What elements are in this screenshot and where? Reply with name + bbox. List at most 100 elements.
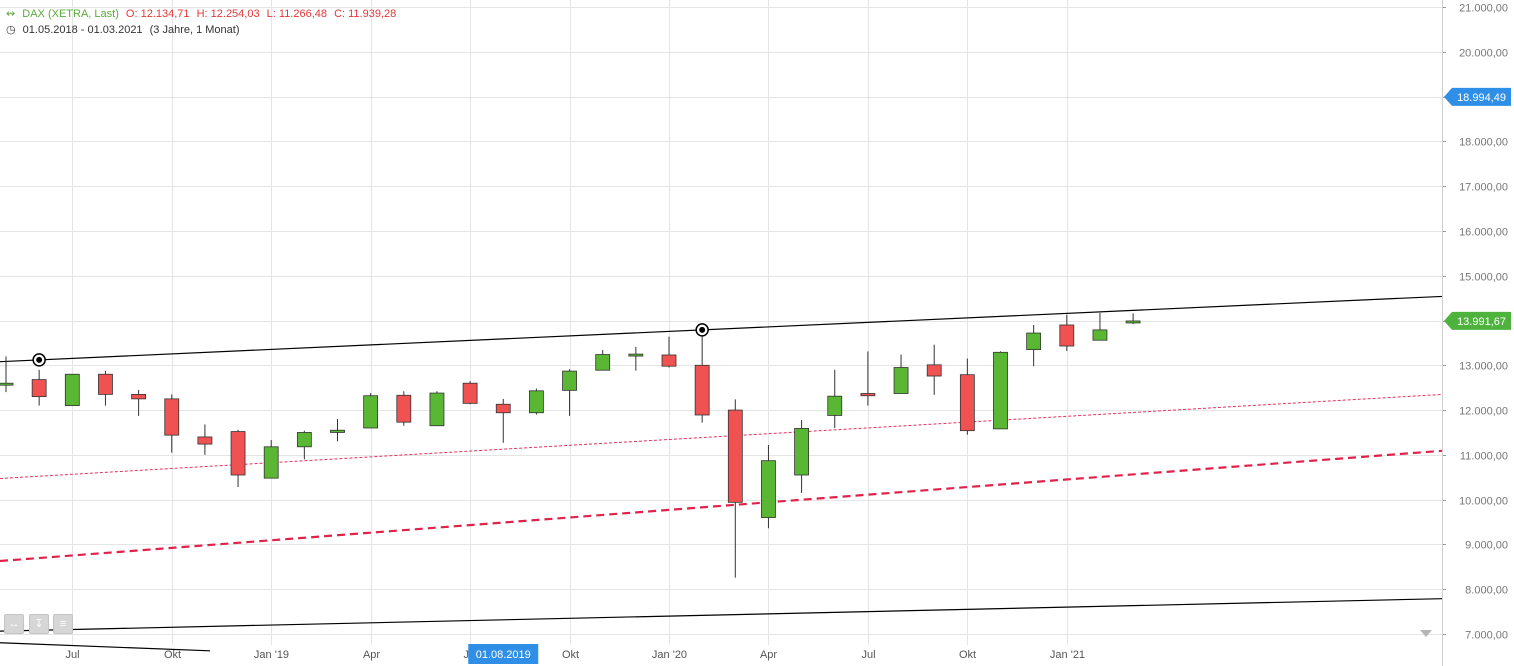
candle[interactable] xyxy=(1059,314,1075,351)
price-marker: 18.994,49 xyxy=(1444,87,1511,106)
price-marker-box xyxy=(1444,311,1511,330)
x-tick-label: Apr xyxy=(760,649,777,661)
price-marker-label: 18.994,49 xyxy=(1457,92,1506,104)
candle[interactable] xyxy=(827,369,843,428)
candle-body xyxy=(761,460,776,518)
candle[interactable] xyxy=(330,419,345,442)
candle[interactable] xyxy=(296,430,312,460)
candle[interactable] xyxy=(1125,313,1141,325)
y-tick-label: 13.000,00 xyxy=(1459,361,1508,373)
candle-body xyxy=(926,364,942,377)
filter-triangle-icon[interactable] xyxy=(1420,630,1432,637)
candle[interactable] xyxy=(794,419,809,493)
candle-body xyxy=(727,409,743,503)
duration-label: (3 Jahre, 1 Monat) xyxy=(149,24,240,36)
download-icon[interactable]: ↧ xyxy=(29,614,49,634)
expand-horizontal-icon[interactable]: ↔ xyxy=(4,614,24,634)
trendline-parallel-dotted[interactable] xyxy=(0,393,1443,479)
candle-body xyxy=(529,390,544,414)
candle-body xyxy=(959,374,975,432)
candle[interactable] xyxy=(959,358,975,435)
candle-body xyxy=(363,395,379,429)
price-marker-label: 13.991,67 xyxy=(1457,316,1506,328)
y-tick-label: 16.000,00 xyxy=(1459,227,1508,239)
candle-body xyxy=(330,429,345,433)
candle[interactable] xyxy=(628,346,644,371)
candle-body xyxy=(98,373,113,395)
candle[interactable] xyxy=(495,398,511,443)
candle[interactable] xyxy=(230,429,246,488)
candle[interactable] xyxy=(694,329,710,423)
cursor-date-box xyxy=(468,644,539,664)
candle[interactable] xyxy=(595,350,611,371)
trendline-resistance[interactable] xyxy=(0,295,1443,363)
y-tick-label: 18.000,00 xyxy=(1459,137,1508,149)
y-tick-label: 17.000,00 xyxy=(1459,182,1508,194)
y-tick-label: 9.000,00 xyxy=(1465,540,1508,552)
candle-body xyxy=(131,393,147,400)
candle[interactable] xyxy=(197,424,213,455)
trendline-parallel-dashed[interactable] xyxy=(0,449,1443,563)
candle-body xyxy=(595,354,611,371)
candle-body xyxy=(296,432,312,448)
candle[interactable] xyxy=(661,336,677,368)
candle-body xyxy=(694,364,710,416)
candle-body xyxy=(661,354,677,367)
candle[interactable] xyxy=(31,369,47,406)
candle[interactable] xyxy=(1026,324,1042,367)
candle[interactable] xyxy=(0,356,14,393)
candle[interactable] xyxy=(429,391,445,427)
y-tick-label: 11.000,00 xyxy=(1460,451,1508,463)
clock-icon[interactable]: ◷ xyxy=(6,24,16,36)
trendline-anchor-dot xyxy=(699,326,706,333)
y-tick-label: 12.000,00 xyxy=(1459,406,1508,418)
trendline-anchors[interactable] xyxy=(32,323,709,367)
candle-body xyxy=(31,379,47,398)
candle[interactable] xyxy=(993,351,1008,430)
x-tick-label: Jan '21 xyxy=(1050,649,1085,661)
candle-body xyxy=(64,373,80,406)
candle[interactable] xyxy=(926,344,942,395)
x-tick-label: Jan '20 xyxy=(652,649,687,661)
symbol-label: DAX (XETRA, Last) xyxy=(22,8,119,20)
candle[interactable] xyxy=(562,369,577,416)
trendlines[interactable] xyxy=(0,295,1443,652)
candle[interactable] xyxy=(263,440,279,479)
trendline-support[interactable] xyxy=(0,598,1443,632)
candle[interactable] xyxy=(164,394,180,453)
range-header: ◷ 01.05.2018 - 01.03.2021 (3 Jahre, 1 Mo… xyxy=(6,23,244,36)
compress-icon[interactable]: ≡ xyxy=(53,614,73,634)
y-tick-label: 8.000,00 xyxy=(1465,585,1508,597)
x-tick-label: Okt xyxy=(164,649,181,661)
y-tick-label: 7.000,00 xyxy=(1465,630,1508,642)
candle-body xyxy=(164,398,180,436)
candle-body xyxy=(396,394,412,423)
candle[interactable] xyxy=(98,370,113,406)
candle-body xyxy=(1092,329,1108,341)
candle[interactable] xyxy=(860,351,876,406)
trendline-anchor-dot xyxy=(36,356,43,363)
candle[interactable] xyxy=(396,391,412,426)
candle[interactable] xyxy=(462,380,478,405)
candle-body xyxy=(1026,332,1042,351)
candle[interactable] xyxy=(529,388,544,415)
candle-body xyxy=(197,436,213,445)
x-tick-label: Jan '19 xyxy=(254,649,289,661)
candle[interactable] xyxy=(761,445,776,529)
candles[interactable] xyxy=(0,312,1141,578)
candle[interactable] xyxy=(1092,312,1108,341)
date-range: 01.05.2018 - 01.03.2021 xyxy=(22,24,143,36)
candle[interactable] xyxy=(64,373,80,406)
candle-body xyxy=(628,353,644,357)
x-tick-label: Okt xyxy=(562,649,579,661)
trendline-lower[interactable] xyxy=(0,642,211,652)
candle[interactable] xyxy=(893,354,909,394)
candle-body xyxy=(993,351,1008,430)
candle[interactable] xyxy=(363,393,379,429)
price-markers: 18.994,49 13.991,67 xyxy=(1444,87,1511,330)
candle[interactable] xyxy=(727,399,743,578)
candle-body xyxy=(0,382,14,386)
candle-body xyxy=(1125,320,1141,324)
candle[interactable] xyxy=(131,389,147,416)
